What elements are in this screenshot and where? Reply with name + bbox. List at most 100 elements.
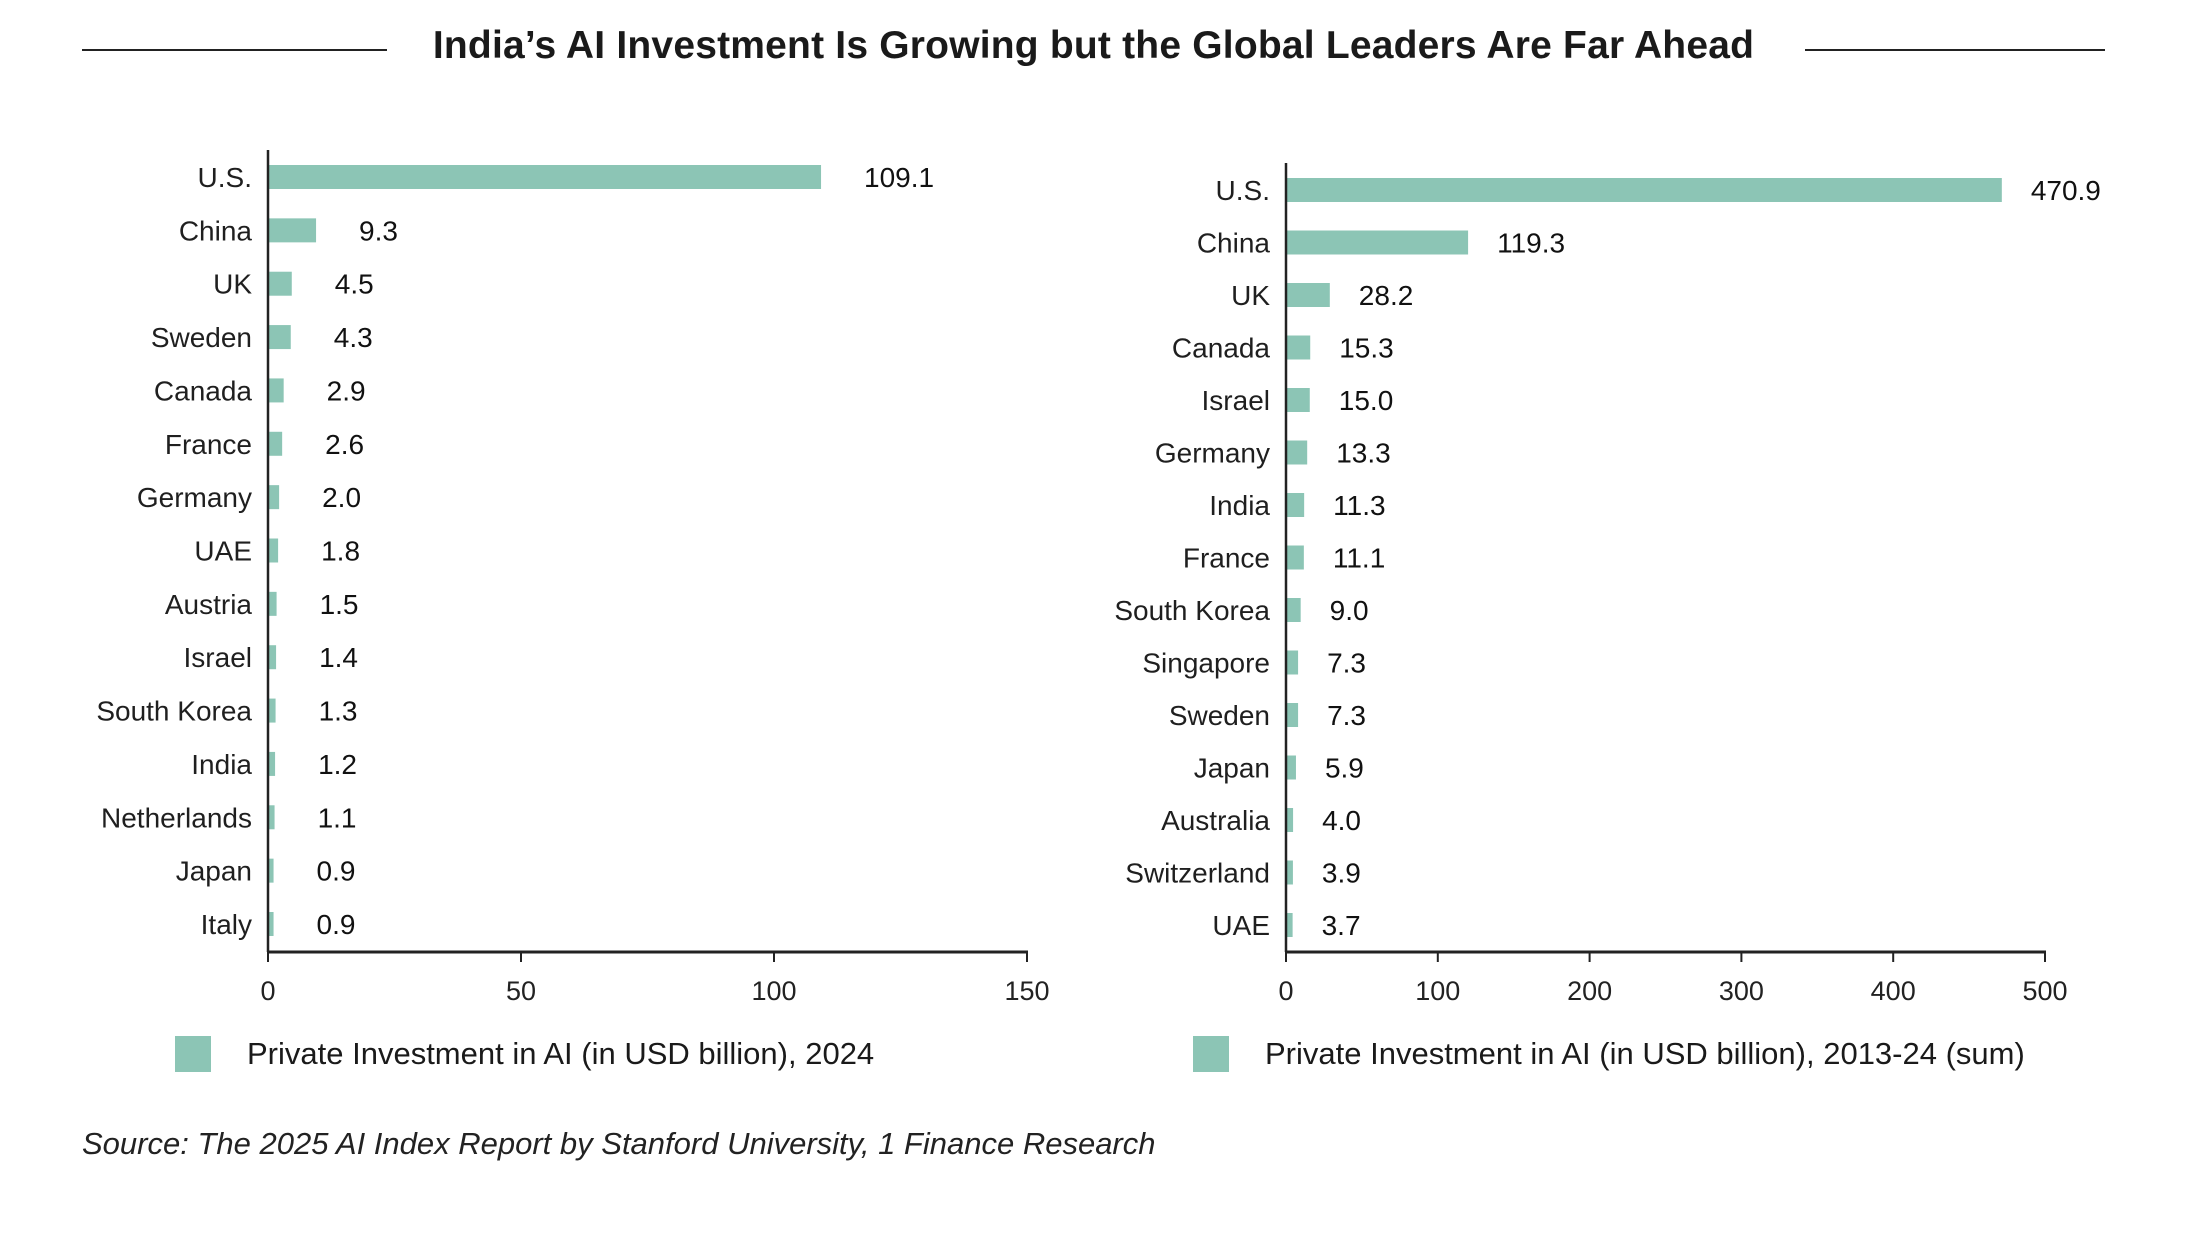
bar-australia [1287,808,1294,832]
data-label: 9.0 [1330,595,1369,626]
bar-india [1287,493,1305,517]
category-label: Netherlands [101,802,252,833]
bar-sweden [1287,703,1299,727]
data-label: 470.9 [2031,175,2101,206]
category-label: UK [213,269,252,300]
category-label: Canada [1172,333,1271,364]
bar-south-korea [269,698,276,723]
category-label: Israel [1202,385,1270,416]
bar-japan [269,858,274,883]
category-label: France [1183,543,1270,574]
bar-uae [269,538,279,563]
data-label: 2.6 [325,429,364,460]
category-label: Germany [1155,438,1270,469]
chart-2013-24-sum: U.S. 470.9 China 119.3 UK 28.2 Canada 15.3 Israe… [1114,163,2101,1006]
data-label: 11.1 [1333,543,1385,574]
chart-title-wrap: India’s AI Investment Is Growing but the… [82,22,2105,78]
bar-u-s- [1287,178,2002,202]
legend-swatch [1193,1036,1229,1072]
legend-label: Private Investment in AI (in USD billion… [247,1036,875,1071]
bar-france [1287,545,1304,570]
bar-india [269,751,276,776]
x-tick-label: 100 [751,976,796,1006]
data-label: 7.3 [1327,700,1366,731]
bar-canada [1287,335,1311,360]
data-label: 0.9 [317,909,356,940]
legend-2013-24-sum: Private Investment in AI (in USD billion… [1193,1036,2025,1072]
bar-uk [269,271,292,296]
data-label: 3.9 [1322,858,1361,889]
bar-china [269,218,317,243]
data-label: 109.1 [864,162,934,193]
data-label: 119.3 [1497,228,1565,259]
bar-germany [269,485,280,510]
legend-swatch [175,1036,211,1072]
data-label: 4.5 [335,269,374,300]
bar-italy [269,912,274,936]
x-tick-label: 0 [1278,976,1293,1006]
x-tick-label: 50 [506,976,536,1006]
bar-austria [269,591,277,616]
bar-sweden [269,325,291,350]
x-tick-label: 500 [2022,976,2067,1006]
data-label: 3.7 [1322,910,1361,941]
category-label: Singapore [1142,648,1270,679]
bar-uae [1287,913,1293,937]
category-label: India [1209,490,1270,521]
chart-2024: U.S. 109.1 China 9.3 UK 4.5 Sweden 4.3 Canada 2.9… [96,150,1050,1006]
category-label: China [179,215,253,246]
category-label: Japan [1194,753,1270,784]
data-label: 15.0 [1339,385,1394,416]
bar-israel [1287,388,1310,412]
category-label: Sweden [1169,700,1270,731]
data-label: 2.0 [322,482,361,513]
category-label: Japan [176,856,252,887]
bar-uk [1287,283,1330,307]
bar-germany [1287,440,1308,465]
data-label: 1.4 [319,642,358,673]
data-label: 5.9 [1325,753,1364,784]
bar-japan [1287,755,1296,780]
category-label: Italy [201,909,252,940]
category-label: UAE [1212,910,1270,941]
category-label: Sweden [151,322,252,353]
data-label: 1.5 [320,589,359,620]
data-label: 4.3 [334,322,373,353]
x-tick-label: 0 [260,976,275,1006]
bar-france [269,431,283,456]
data-label: 0.9 [317,856,356,887]
data-label: 15.3 [1339,333,1394,364]
category-label: Switzerland [1125,858,1270,889]
category-label: India [191,749,252,780]
category-label: Israel [184,642,252,673]
category-label: China [1197,228,1271,259]
category-label: South Korea [96,696,252,727]
category-label: UAE [194,536,252,567]
x-tick-label: 300 [1719,976,1764,1006]
data-label: 1.2 [318,749,357,780]
bar-netherlands [269,805,275,830]
bar-south-korea [1287,598,1301,622]
bar-israel [269,645,277,670]
category-label: U.S. [198,162,252,193]
data-label: 7.3 [1327,648,1366,679]
legend-2024: Private Investment in AI (in USD billion… [175,1036,874,1072]
title-rule-right [1805,49,2105,51]
x-tick-label: 100 [1415,976,1460,1006]
data-label: 13.3 [1336,438,1391,469]
data-label: 1.8 [321,536,360,567]
data-label: 9.3 [359,215,398,246]
category-label: France [165,429,252,460]
title-rule-left [82,49,387,51]
category-label: U.S. [1216,175,1270,206]
x-tick-label: 200 [1567,976,1612,1006]
category-label: Austria [165,589,253,620]
x-tick-label: 400 [1871,976,1916,1006]
legend-label: Private Investment in AI (in USD billion… [1265,1036,2025,1071]
chart-title: India’s AI Investment Is Growing but the… [82,24,2105,68]
category-label: Canada [154,375,253,406]
source-note: Source: The 2025 AI Index Report by Stan… [82,1126,1156,1161]
data-label: 28.2 [1359,280,1414,311]
category-label: Australia [1161,805,1270,836]
